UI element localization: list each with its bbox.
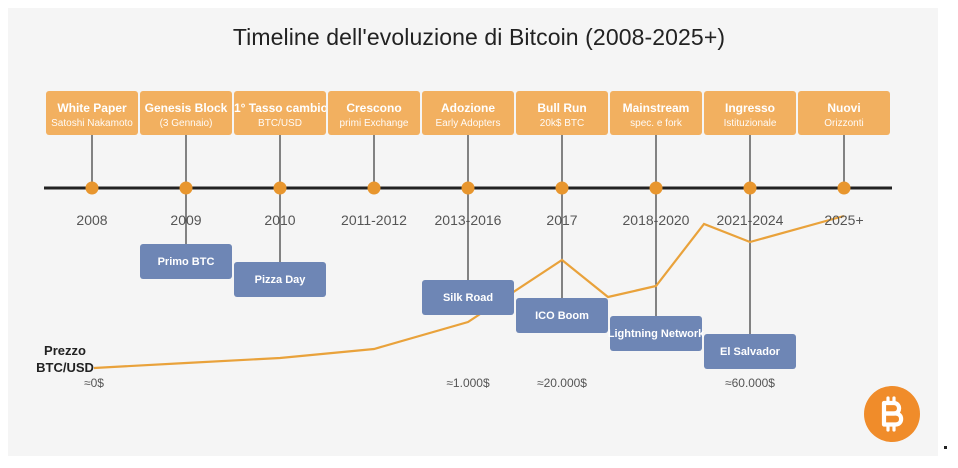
stage-subtitle: primi Exchange [339,118,409,129]
stage-institutional: Ingresso Istituzionale [704,91,796,135]
year-label: 2021-2024 [716,212,784,228]
event-pizza-day: Pizza Day [234,262,326,297]
year-label: 2011-2012 [341,212,407,228]
stage-bull-run: Bull Run 20k$ BTC [516,91,608,135]
stage-title: Nuovi [827,101,861,115]
stage-subtitle: 20k$ BTC [539,118,585,129]
stage-adoption: Adozione Early Adopters [422,91,514,135]
year-label: 2017 [546,212,578,228]
price-axis-label: Prezzo BTC/USD [36,343,94,375]
stage-white-paper: White Paper Satoshi Nakamoto [46,91,138,135]
stage-title: Mainstream [622,101,690,115]
event-ico-boom: ICO Boom [516,298,608,333]
bitcoin-icon [864,386,920,442]
stage-exchanges: Crescono primi Exchange [328,91,420,135]
stage-title: Adozione [441,101,495,115]
stage-subtitle: Istituzionale [723,118,777,129]
stage-title: Genesis Block [144,101,228,115]
stage-subtitle: BTC/USD [258,118,302,129]
event-lightning-network: Lightning Network [608,316,704,351]
year-label: 2008 [76,212,108,228]
event-silk-road: Silk Road [422,280,514,315]
stage-connectors [91,134,845,188]
stage-subtitle: Early Adopters [435,118,501,129]
price-annotation: ≈0$ [84,376,104,390]
stage-subtitle: Orizzonti [824,118,864,129]
year-label: 2018-2020 [622,212,690,228]
stage-title: Ingresso [724,101,775,115]
stage-new-horizons: Nuovi Orizzonti [798,91,890,135]
diagram-title: Timeline dell'evoluzione di Bitcoin (200… [232,24,726,50]
event-connectors [185,188,751,334]
stage-subtitle: (3 Gennaio) [159,118,213,129]
event-primo-btc: Primo BTC [140,244,232,279]
stage-subtitle: spec. e fork [630,118,682,129]
stage-title: Crescono [346,101,402,115]
year-label: 2010 [264,212,296,228]
price-annotation: ≈20.000$ [537,376,587,390]
axis-dots [85,181,851,195]
stage-title: Bull Run [537,101,587,115]
stray-mark [944,446,947,449]
stage-subtitle: Satoshi Nakamoto [51,118,133,129]
bitcoin-glyph [881,396,904,432]
price-curve [93,214,845,370]
stage-title: White Paper [57,101,127,115]
stage-mainstream: Mainstream spec. e fork [610,91,702,135]
price-annotation: ≈1.000$ [446,376,490,390]
year-label: 2013-2016 [434,212,502,228]
stage-title: 1° Tasso cambio [234,101,326,115]
event-el-salvador: El Salvador [704,334,796,369]
year-label: 2025+ [824,212,864,228]
price-annotation: ≈60.000$ [725,376,775,390]
year-label: 2009 [170,212,202,228]
stage-first-exchange-rate: 1° Tasso cambio BTC/USD [234,91,326,135]
stage-genesis-block: Genesis Block (3 Gennaio) [140,91,232,135]
